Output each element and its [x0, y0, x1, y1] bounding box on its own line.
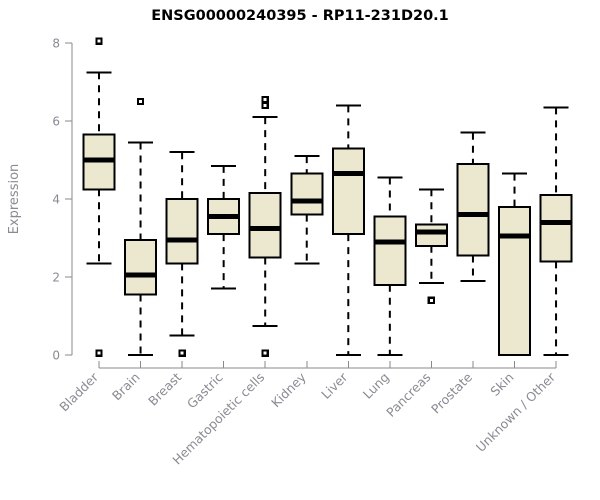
x-axis-category-label: Pancreas: [383, 370, 433, 420]
outlier-point: [427, 296, 436, 305]
y-axis-tick-label: 0: [52, 349, 60, 363]
outlier-point: [136, 97, 145, 106]
box-group: [414, 188, 448, 305]
outlier-point: [95, 37, 103, 45]
box-group: [207, 164, 241, 290]
box-iqr: [290, 172, 324, 216]
y-axis-tick-label: 6: [52, 115, 60, 129]
x-axis-category-label: Prostate: [428, 369, 475, 416]
outlier-point: [178, 349, 186, 357]
x-axis-category-label: Brain: [109, 370, 143, 404]
x-axis-category-label: Skin: [487, 370, 516, 399]
y-axis-tick-label: 2: [52, 271, 60, 285]
box-group: [373, 176, 407, 356]
box-iqr: [124, 238, 158, 296]
x-axis-category-label: Bladder: [56, 369, 101, 414]
x-axis-category-label: Kidney: [268, 369, 309, 410]
box-group: [290, 155, 324, 265]
box-iqr: [414, 223, 448, 247]
outlier-point: [261, 101, 269, 110]
x-axis-category-label: Lung: [360, 370, 392, 402]
box-iqr: [165, 198, 199, 265]
x-axis: [98, 361, 557, 369]
y-axis-title-text: Expression: [7, 164, 22, 235]
box-iqr: [373, 215, 407, 286]
y-axis-tick-label: 8: [52, 37, 60, 51]
outlier-point: [261, 95, 269, 104]
y-axis-tick-label: 4: [52, 193, 60, 207]
box-group: [539, 106, 573, 356]
box-group: [498, 172, 531, 356]
box-iqr: [498, 205, 531, 356]
box-iqr: [539, 194, 573, 263]
x-axis-category-label: Liver: [318, 369, 351, 402]
box-group: [456, 131, 490, 282]
box-series: [82, 37, 573, 357]
box-iqr: [456, 162, 490, 257]
page-title: ENSG00000240395 - RP11-231D20.1: [151, 8, 449, 24]
box-group: [124, 97, 158, 356]
box-group: [165, 151, 199, 357]
box-group: [331, 104, 365, 356]
box-group: [82, 37, 116, 357]
y-axis-title: Expression: [7, 164, 22, 235]
x-axis-category-label: Breast: [145, 369, 184, 408]
x-axis-category-label: Gastric: [184, 369, 226, 411]
box-group: [248, 95, 282, 357]
y-axis: 0 2 4 6 8: [52, 37, 73, 363]
box-iqr: [331, 147, 365, 236]
outlier-point: [261, 349, 269, 357]
x-axis-category-label: Unknown / Other: [473, 369, 559, 455]
box-iqr: [248, 192, 282, 259]
outlier-point: [95, 349, 103, 357]
